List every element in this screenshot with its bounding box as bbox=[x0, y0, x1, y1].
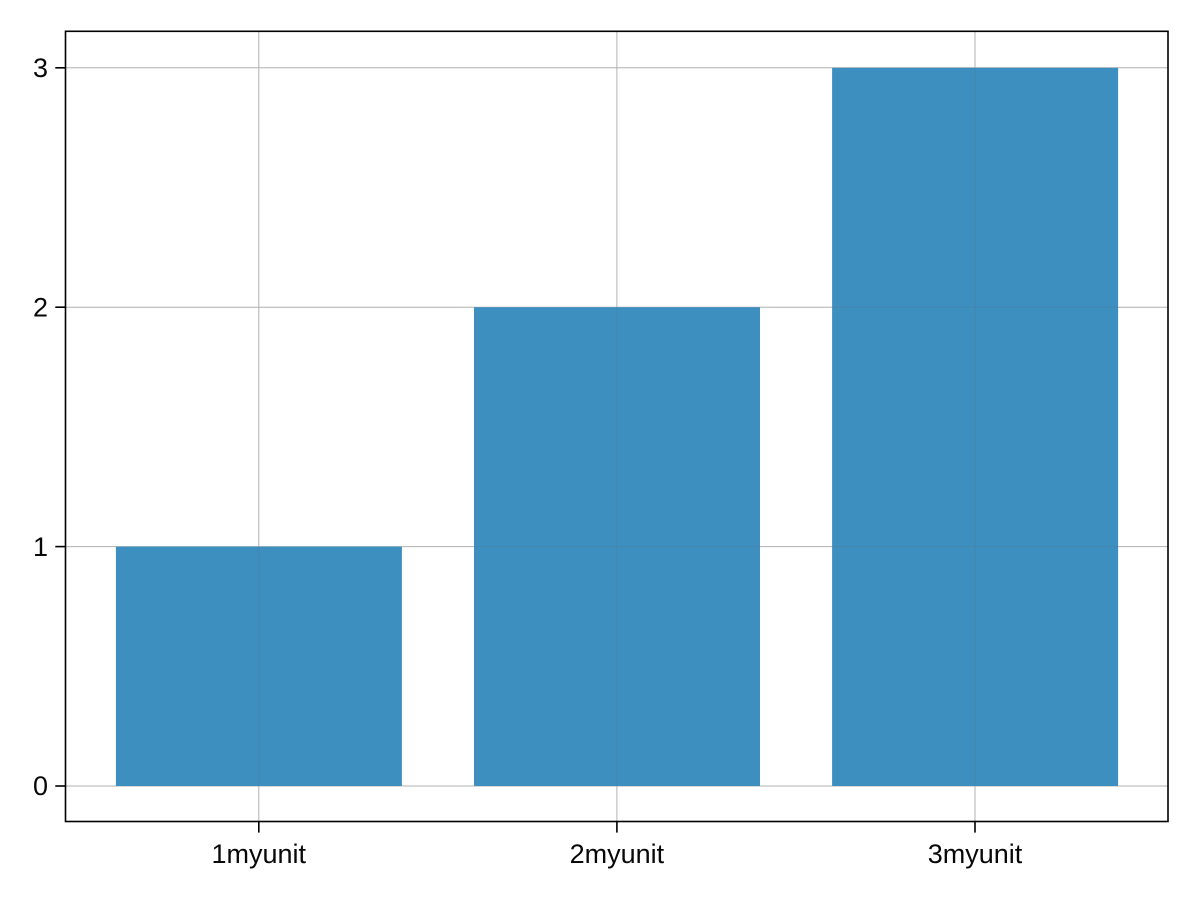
svg-text:2: 2 bbox=[33, 292, 48, 322]
svg-text:3myunit: 3myunit bbox=[928, 839, 1023, 869]
svg-text:1myunit: 1myunit bbox=[212, 839, 307, 869]
svg-text:3: 3 bbox=[33, 53, 48, 83]
svg-text:2myunit: 2myunit bbox=[570, 839, 665, 869]
svg-text:0: 0 bbox=[33, 771, 48, 801]
svg-text:1: 1 bbox=[33, 532, 48, 562]
